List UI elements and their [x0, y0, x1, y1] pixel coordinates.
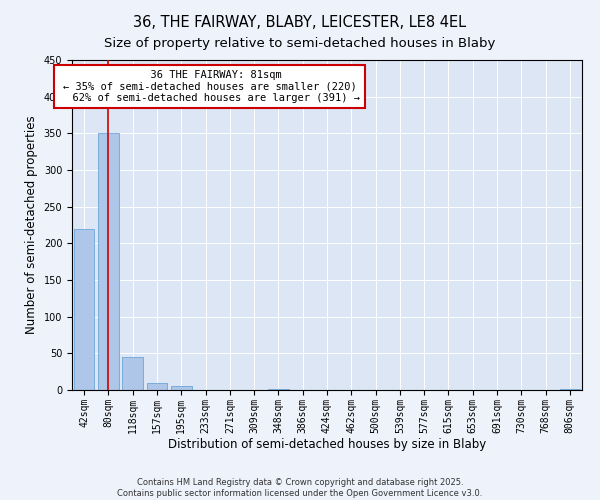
- Text: Contains HM Land Registry data © Crown copyright and database right 2025.
Contai: Contains HM Land Registry data © Crown c…: [118, 478, 482, 498]
- Bar: [122, 357, 143, 390]
- Y-axis label: Number of semi-detached properties: Number of semi-detached properties: [25, 116, 38, 334]
- Bar: [146, 382, 167, 390]
- Text: 36 THE FAIRWAY: 81sqm
← 35% of semi-detached houses are smaller (220)
  62% of s: 36 THE FAIRWAY: 81sqm ← 35% of semi-deta…: [60, 70, 360, 103]
- Text: Size of property relative to semi-detached houses in Blaby: Size of property relative to semi-detach…: [104, 37, 496, 50]
- Text: 36, THE FAIRWAY, BLABY, LEICESTER, LE8 4EL: 36, THE FAIRWAY, BLABY, LEICESTER, LE8 4…: [133, 15, 467, 30]
- Bar: [98, 134, 119, 390]
- Bar: [74, 228, 94, 390]
- X-axis label: Distribution of semi-detached houses by size in Blaby: Distribution of semi-detached houses by …: [168, 438, 486, 452]
- Bar: [171, 386, 191, 390]
